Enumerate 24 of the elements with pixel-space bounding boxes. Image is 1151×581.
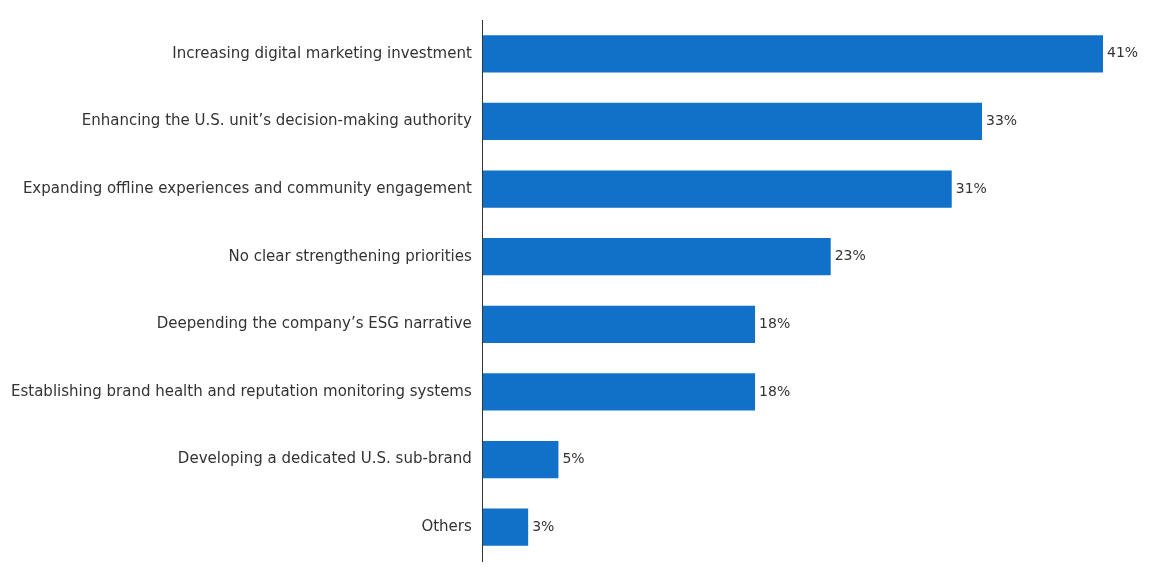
y-tick-label: No clear strengthening priorities [228, 246, 472, 265]
data-label: 18% [759, 382, 791, 399]
bar [482, 508, 529, 546]
data-label: 23% [834, 247, 866, 264]
data-label: 41% [1107, 44, 1139, 61]
y-tick-label: Others [421, 517, 472, 536]
data-label: 31% [955, 179, 987, 196]
y-tick-label: Developing a dedicated U.S. sub-brand [177, 449, 472, 468]
y-tick-label: Deepending the company’s ESG narrative [156, 314, 472, 333]
bar [482, 440, 559, 479]
y-tick-label: Enhancing the U.S. unit’s decision-making authority [81, 111, 472, 130]
y-tick-label: Increasing digital marketing investment [172, 43, 472, 62]
bar [482, 305, 756, 343]
y-tick-label: Expanding offline experiences and community engagement [22, 178, 472, 197]
data-label: 3% [532, 517, 555, 534]
bar [482, 238, 831, 276]
bar [482, 35, 1103, 73]
bar [482, 102, 982, 141]
y-tick-label: Establishing brand health and reputation monitoring systems [10, 381, 472, 400]
data-label: 5% [562, 450, 585, 467]
bar [482, 170, 952, 208]
data-label: 18% [759, 314, 791, 331]
data-label: 33% [985, 112, 1018, 129]
bar [482, 373, 756, 411]
